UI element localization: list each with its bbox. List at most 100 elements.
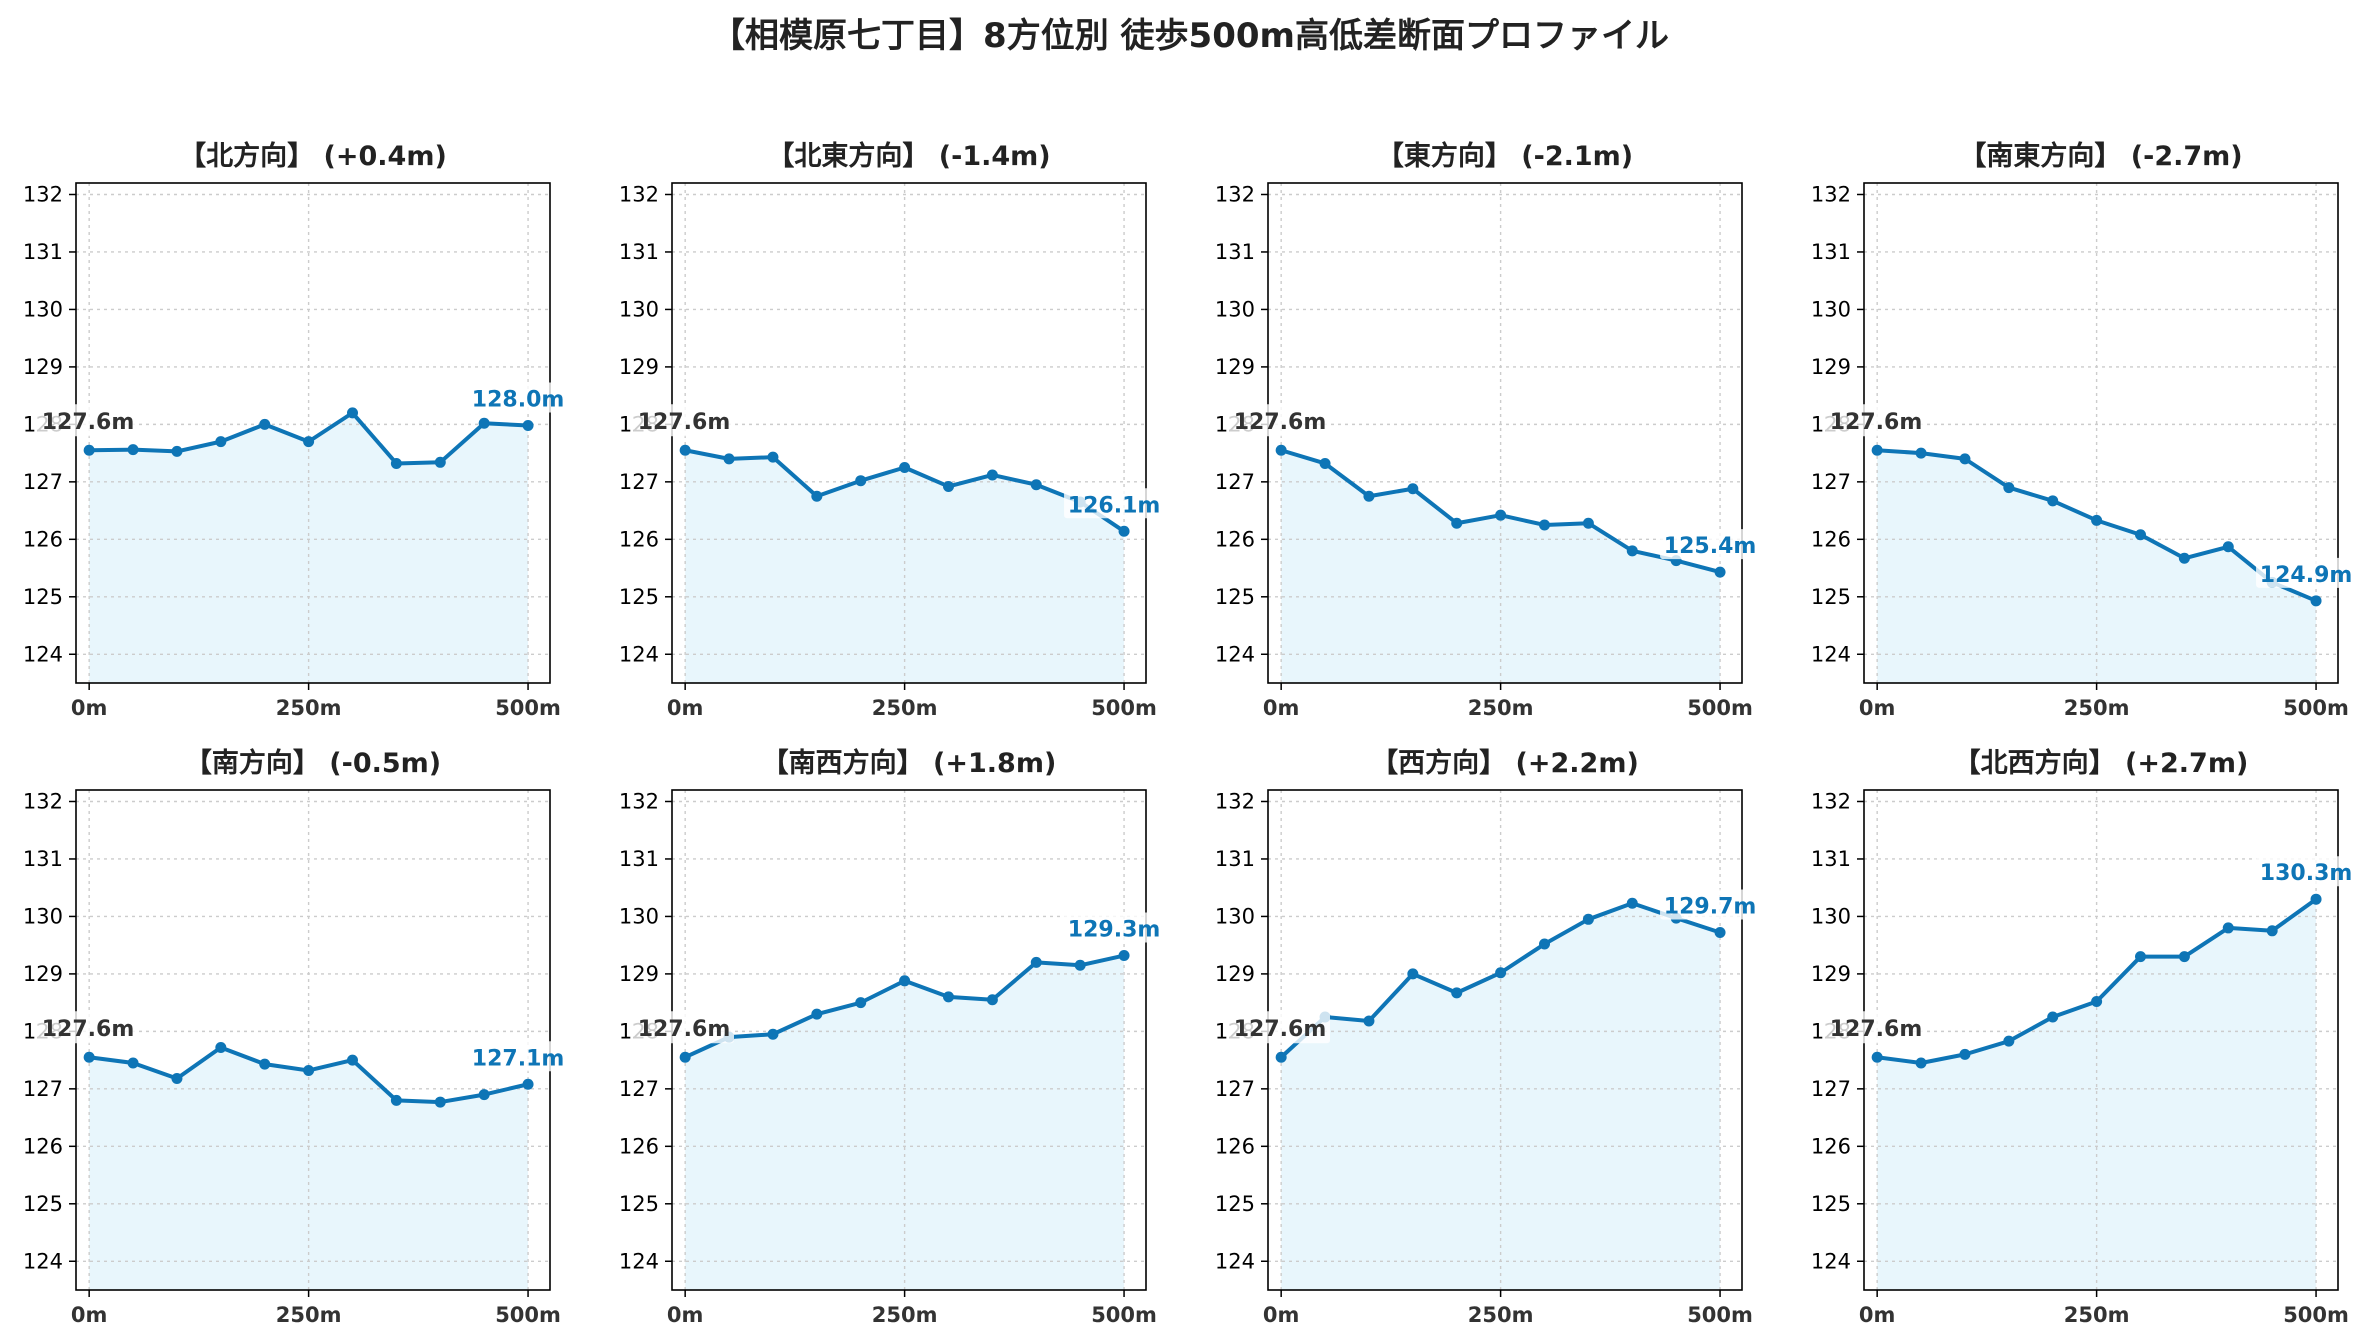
y-tick-label: 129 (619, 355, 659, 379)
end-label-bg (1064, 912, 1165, 943)
y-tick-label: 130 (23, 297, 63, 321)
panel-2: 【東方向】 (-2.1m)124125126127128129130131132… (1215, 140, 1761, 720)
y-tick-label: 124 (1215, 642, 1255, 666)
data-point (83, 444, 95, 456)
x-tick-label: 250m (872, 1303, 938, 1327)
data-point (1363, 490, 1375, 502)
data-point (83, 1051, 95, 1063)
data-point (215, 436, 227, 448)
panel-title: 【北西方向】 (+2.7m) (1954, 747, 2249, 779)
y-tick-label: 129 (1215, 355, 1255, 379)
data-point (1275, 444, 1287, 456)
area-fill (1877, 450, 2317, 683)
x-tick-label: 250m (276, 1303, 342, 1327)
data-point (811, 1008, 823, 1020)
y-tick-label: 124 (619, 1249, 659, 1273)
panel-1: 【北東方向】 (-1.4m)12412512612712812913013113… (619, 140, 1165, 720)
y-tick-label: 131 (619, 240, 659, 264)
y-tick-label: 124 (1811, 1249, 1851, 1273)
x-tick-label: 0m (71, 696, 108, 720)
end-label: 124.9m (2260, 563, 2353, 588)
y-tick-label: 131 (23, 847, 63, 871)
panel-5: 【南西方向】 (+1.8m)12412512612712812913013113… (619, 747, 1165, 1327)
data-point (215, 1041, 227, 1053)
y-tick-label: 125 (1811, 585, 1851, 609)
data-point (127, 1057, 139, 1069)
start-label-bg (1826, 404, 1926, 437)
y-tick-label: 124 (1811, 642, 1851, 666)
y-tick-label: 129 (23, 355, 63, 379)
data-point (1626, 897, 1638, 909)
end-label-bg (2256, 856, 2357, 887)
y-tick-label: 126 (619, 1134, 659, 1158)
panel-title: 【東方向】 (-2.1m) (1377, 140, 1633, 172)
data-point (1626, 545, 1638, 557)
data-point (303, 436, 315, 448)
x-tick-label: 500m (1687, 696, 1753, 720)
x-tick-label: 500m (1687, 1303, 1753, 1327)
x-tick-label: 0m (667, 1303, 704, 1327)
x-tick-label: 250m (872, 696, 938, 720)
data-point (522, 1078, 534, 1090)
start-label: 127.6m (1234, 1017, 1327, 1042)
data-point (2135, 951, 2146, 963)
data-point (478, 1089, 490, 1101)
x-tick-label: 0m (1859, 1303, 1896, 1327)
end-label-bg (1660, 529, 1761, 560)
data-point (679, 444, 691, 456)
y-tick-label: 127 (23, 470, 63, 494)
x-tick-label: 250m (276, 696, 342, 720)
data-point (2003, 482, 2015, 494)
panel-title: 【南方向】 (-0.5m) (185, 747, 441, 779)
data-point (1275, 1051, 1287, 1063)
data-point (347, 407, 358, 419)
y-tick-label: 129 (1811, 355, 1851, 379)
data-point (1451, 987, 1463, 999)
start-label-bg (1230, 1011, 1330, 1044)
y-tick-label: 125 (619, 585, 659, 609)
y-tick-label: 126 (1811, 1134, 1851, 1158)
data-point (986, 469, 998, 481)
data-point (2178, 552, 2190, 564)
data-point (1871, 1051, 1883, 1063)
data-point (2047, 1011, 2059, 1023)
y-tick-label: 126 (1811, 527, 1851, 551)
main-title: 【相模原七丁目】8方位別 徒歩500m高低差断面プロファイル (711, 16, 1669, 56)
end-label-bg (468, 382, 569, 413)
data-point (943, 480, 954, 492)
data-point (1915, 447, 1927, 459)
panel-title: 【北方向】 (+0.4m) (179, 140, 447, 172)
y-tick-label: 132 (1811, 182, 1851, 206)
start-label-bg (634, 1011, 734, 1044)
y-tick-label: 124 (23, 1249, 63, 1273)
panel-7: 【北西方向】 (+2.7m)12412512612712812913013113… (1811, 747, 2357, 1327)
data-point (2091, 514, 2103, 526)
data-point (259, 1058, 271, 1070)
y-tick-label: 131 (1215, 240, 1255, 264)
data-point (434, 1096, 446, 1108)
start-label: 127.6m (638, 1017, 731, 1042)
data-point (855, 475, 867, 487)
data-point (767, 1028, 779, 1040)
y-tick-label: 129 (23, 962, 63, 986)
y-tick-label: 130 (619, 904, 659, 928)
x-tick-label: 500m (2283, 696, 2349, 720)
data-point (1074, 959, 1086, 971)
x-tick-label: 500m (1091, 696, 1157, 720)
data-point (347, 1054, 358, 1066)
data-point (679, 1051, 691, 1063)
x-tick-label: 500m (495, 696, 561, 720)
start-label: 127.6m (42, 1017, 135, 1042)
y-tick-label: 124 (23, 642, 63, 666)
data-point (855, 997, 867, 1009)
data-point (2003, 1035, 2015, 1047)
area-fill (1877, 899, 2317, 1290)
data-point (2091, 995, 2103, 1007)
data-point (2047, 495, 2059, 507)
data-point (1915, 1057, 1927, 1069)
area-fill (685, 955, 1125, 1290)
end-label: 129.3m (1068, 918, 1161, 943)
panel-4: 【南方向】 (-0.5m)124125126127128129130131132… (23, 747, 569, 1327)
y-tick-label: 125 (1811, 1192, 1851, 1216)
y-tick-label: 132 (1811, 789, 1851, 813)
